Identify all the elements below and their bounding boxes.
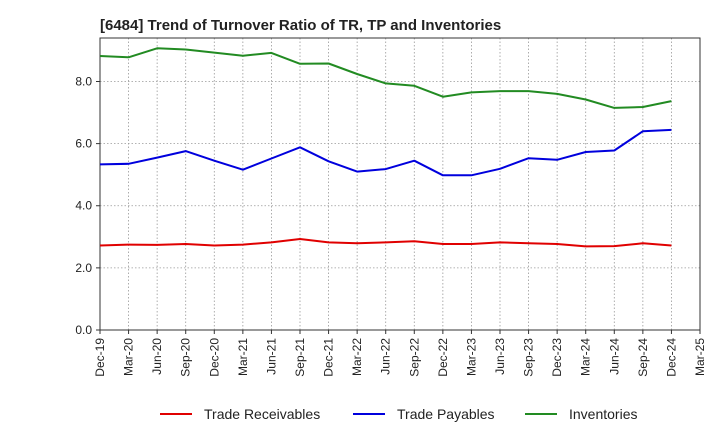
series-line-inventories (99, 47, 672, 109)
legend-label: Trade Payables (397, 406, 495, 422)
x-tick-label: Mar-22 (350, 338, 364, 376)
x-tick-label: Jun-24 (607, 338, 621, 375)
x-tick-label: Jun-20 (150, 338, 164, 375)
x-tick-label: Mar-21 (236, 338, 250, 376)
x-tick-label: Sep-22 (407, 338, 421, 377)
x-tick-label: Dec-21 (322, 338, 336, 377)
y-axis-ticks: 0.0 2.0 4.0 6.0 8.0 (75, 74, 100, 337)
x-tick-label: Mar-25 (693, 338, 707, 376)
x-tick-label: Sep-23 (522, 338, 536, 377)
y-tick-label: 2.0 (75, 261, 92, 275)
plot-series (99, 47, 672, 248)
x-tick-label: Dec-23 (550, 338, 564, 377)
legend-label: Inventories (569, 406, 637, 422)
chart-title: [6484] Trend of Turnover Ratio of TR, TP… (100, 17, 501, 34)
x-tick-label: Jun-21 (264, 338, 278, 375)
series-line-trade-receivables (99, 238, 672, 248)
x-tick-label: Dec-20 (207, 338, 221, 377)
plot-frame (99, 37, 701, 331)
x-tick-label: Dec-19 (93, 338, 107, 377)
x-tick-label: Sep-20 (179, 338, 193, 377)
x-tick-label: Dec-24 (664, 338, 678, 377)
x-tick-label: Sep-21 (293, 338, 307, 377)
x-tick-label: Jun-22 (379, 338, 393, 375)
x-tick-label: Mar-20 (122, 338, 136, 376)
y-tick-label: 6.0 (75, 137, 92, 151)
legend-label: Trade Receivables (204, 406, 320, 422)
plot-grid (100, 38, 700, 330)
plot-axes (99, 37, 701, 331)
series-line-trade-payables (99, 128, 672, 177)
x-axis-ticks: Dec-19 Mar-20 Jun-20 Sep-20 Dec-20 Mar-21 Jun-… (93, 330, 707, 377)
y-tick-label: 8.0 (75, 74, 92, 88)
x-tick-label: Dec-22 (436, 338, 450, 377)
x-tick-label: Jun-23 (493, 338, 507, 375)
x-tick-label: Mar-24 (579, 338, 593, 376)
y-tick-label: 4.0 (75, 199, 92, 213)
y-tick-label: 0.0 (75, 323, 92, 337)
x-tick-label: Mar-23 (464, 338, 478, 376)
x-tick-label: Sep-24 (636, 338, 650, 377)
legend: Trade Receivables Trade Payables Inventori… (160, 406, 637, 422)
